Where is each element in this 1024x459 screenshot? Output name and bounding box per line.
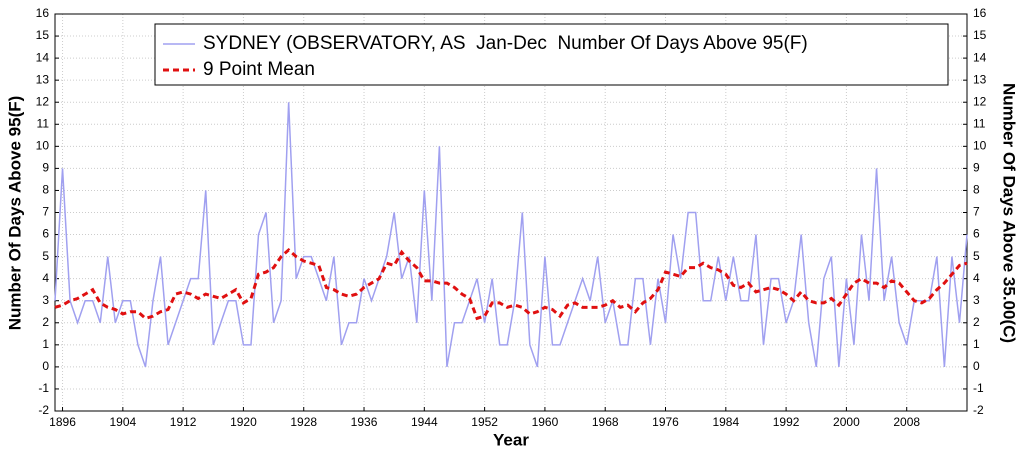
y-axis-label: Number Of Days Above 95(F) (5, 96, 24, 331)
legend-label: 9 Point Mean (203, 59, 315, 80)
x-tick-label: 1912 (170, 415, 197, 429)
y2-tick-label: -2 (973, 403, 984, 417)
x-tick-label: 1984 (712, 415, 739, 429)
x-tick-label: 1952 (471, 415, 498, 429)
y-tick-label: 1 (42, 337, 49, 351)
data-line (54, 247, 968, 321)
y2-tick-label: 5 (973, 249, 980, 263)
y2-tick-label: 14 (973, 50, 987, 64)
x-tick-label: 1968 (592, 415, 619, 429)
y2-tick-label: 6 (973, 227, 980, 241)
x-tick-label: 2008 (893, 415, 920, 429)
legend-box (154, 23, 949, 86)
x-tick-label: 1936 (351, 415, 378, 429)
x-tick-label: 1928 (290, 415, 317, 429)
y-tick-label: 3 (42, 293, 49, 307)
y2-tick-label: 9 (973, 161, 980, 175)
y2-tick-label: 0 (973, 359, 980, 373)
y2-tick-label: 13 (973, 72, 987, 86)
y2-tick-label: 16 (973, 6, 987, 20)
y2-tick-label: 2 (973, 315, 980, 329)
x-axis-label: Year (493, 430, 529, 449)
x-tick-label: 1944 (411, 415, 438, 429)
y-tick-label: 15 (36, 28, 50, 42)
x-tick-label: 1992 (773, 415, 800, 429)
data-line (54, 102, 968, 368)
y2-tick-label: 15 (973, 28, 987, 42)
y-tick-label: 12 (36, 94, 50, 108)
y2-tick-label: 4 (973, 271, 980, 285)
y-tick-label: 2 (42, 315, 49, 329)
x-tick-label: 1904 (109, 415, 136, 429)
y2-tick-label: 11 (973, 116, 986, 130)
y-tick-label: 14 (36, 50, 50, 64)
y-tick-label: -2 (38, 403, 49, 417)
x-tick-label: 1896 (49, 415, 76, 429)
y-tick-label: 0 (42, 359, 49, 373)
y-tick-label: 16 (36, 6, 50, 20)
y2-tick-label: 3 (973, 293, 980, 307)
y2-tick-label: 10 (973, 139, 987, 153)
y2-axis-label: Number Of Days Above 35.00(C) (1000, 83, 1019, 343)
x-tick-label: 2000 (833, 415, 860, 429)
y-tick-label: 7 (42, 205, 49, 219)
y-tick-label: 6 (42, 227, 49, 241)
y-tick-label: 5 (42, 249, 49, 263)
x-tick-label: 1920 (230, 415, 257, 429)
x-tick-label: 1960 (532, 415, 559, 429)
y-tick-label: 4 (42, 271, 49, 285)
y-tick-label: -1 (38, 381, 49, 395)
y-tick-label: 9 (42, 161, 49, 175)
plot-frame (54, 13, 968, 412)
y-tick-label: 13 (36, 72, 50, 86)
y-tick-label: 8 (42, 183, 49, 197)
legend-label: SYDNEY (OBSERVATORY, AS Jan-Dec Number O… (203, 33, 808, 54)
x-tick-label: 1976 (652, 415, 679, 429)
y-tick-label: 10 (36, 139, 50, 153)
y2-tick-label: 7 (973, 205, 980, 219)
y-tick-label: 11 (37, 116, 50, 130)
y2-tick-label: 12 (973, 94, 987, 108)
y2-tick-label: 8 (973, 183, 980, 197)
y2-tick-label: -1 (973, 381, 984, 395)
y2-tick-label: 1 (973, 337, 980, 351)
